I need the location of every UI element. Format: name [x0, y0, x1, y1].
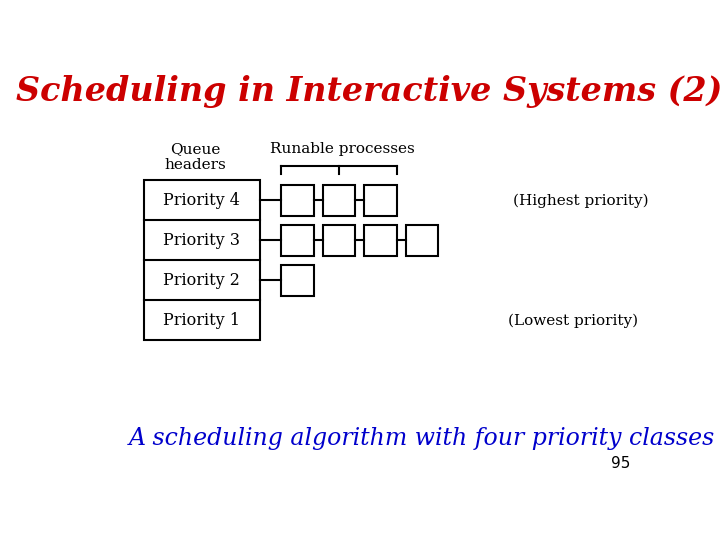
Text: (Highest priority): (Highest priority): [513, 193, 649, 207]
Bar: [364, 185, 397, 215]
Text: Priority 4: Priority 4: [163, 192, 240, 209]
Text: Priority 3: Priority 3: [163, 232, 240, 249]
Bar: [282, 265, 314, 296]
Text: Priority 2: Priority 2: [163, 272, 240, 289]
Bar: [144, 180, 260, 340]
Bar: [282, 185, 314, 215]
Bar: [364, 225, 397, 256]
Text: (Lowest priority): (Lowest priority): [508, 313, 638, 328]
Text: Scheduling in Interactive Systems (2): Scheduling in Interactive Systems (2): [16, 75, 720, 108]
Bar: [282, 225, 314, 256]
Text: A scheduling algorithm with four priority classes: A scheduling algorithm with four priorit…: [129, 427, 715, 450]
Text: Queue
headers: Queue headers: [165, 142, 227, 172]
Text: 95: 95: [611, 456, 631, 471]
Bar: [406, 225, 438, 256]
Bar: [323, 225, 355, 256]
Bar: [323, 185, 355, 215]
Text: Runable processes: Runable processes: [271, 141, 415, 156]
Text: Priority 1: Priority 1: [163, 312, 240, 329]
